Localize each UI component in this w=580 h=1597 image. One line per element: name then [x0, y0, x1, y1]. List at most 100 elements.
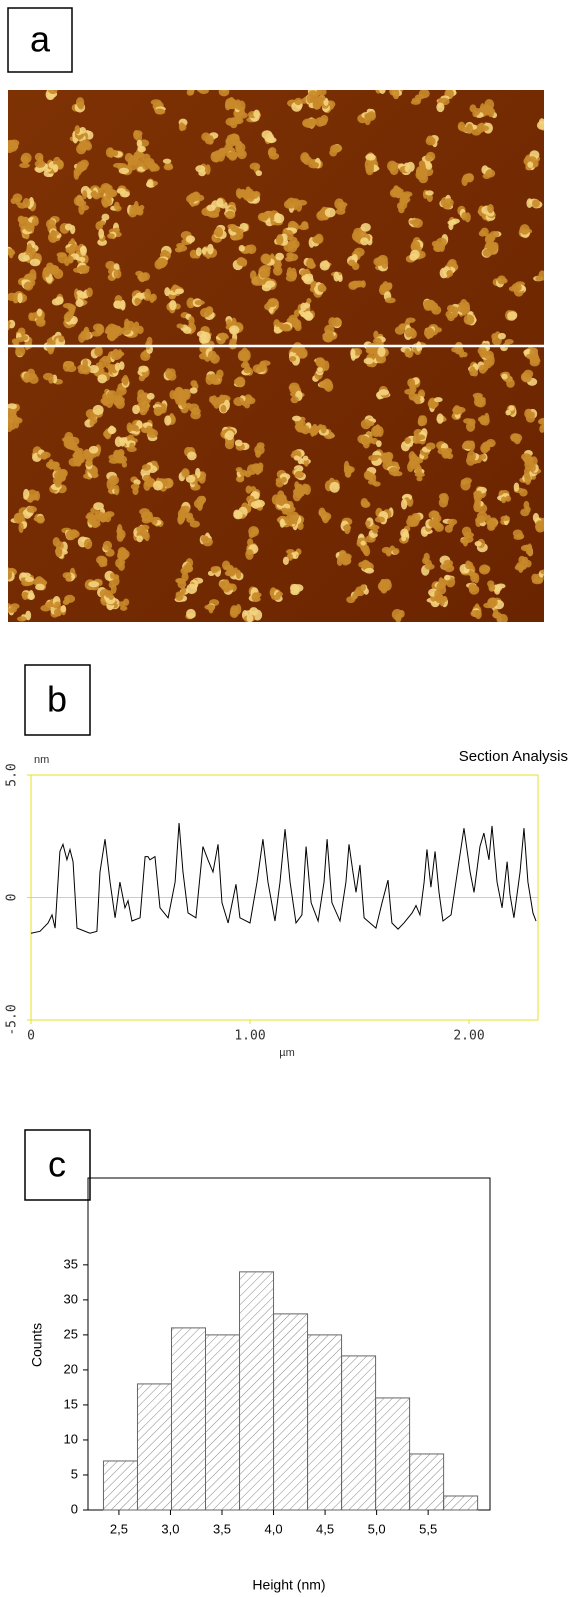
afm-grain: [368, 455, 379, 462]
afm-grain: [196, 90, 205, 92]
afm-grain: [212, 209, 220, 217]
afm-grain: [360, 280, 366, 288]
afm-grain: [434, 397, 443, 403]
afm-grain: [472, 392, 483, 399]
y-tick-label: 20: [64, 1361, 78, 1376]
afm-grain: [86, 512, 95, 520]
afm-grain: [530, 456, 538, 466]
afm-grain: [120, 190, 130, 198]
y-tick-label: 30: [64, 1291, 78, 1306]
afm-grain: [463, 314, 475, 325]
afm-grain: [472, 369, 479, 377]
afm-grain: [225, 430, 235, 441]
afm-grain: [23, 372, 33, 382]
afm-grain: [289, 514, 298, 525]
afm-grain: [384, 297, 396, 304]
afm-grain: [105, 325, 112, 334]
afm-grain: [80, 330, 87, 340]
afm-grain: [8, 320, 11, 326]
x-tick-label: 4,5: [316, 1521, 334, 1536]
afm-grain: [199, 84, 205, 90]
afm-grain: [248, 532, 255, 539]
afm-grain: [112, 574, 120, 580]
afm-grain: [154, 259, 164, 270]
afm-grain: [42, 372, 54, 381]
afm-grain: [324, 324, 335, 335]
afm-grain: [500, 515, 510, 521]
afm-grain: [368, 160, 375, 171]
afm-grain: [188, 316, 195, 326]
afm-grain: [167, 372, 177, 381]
afm-grain: [205, 306, 214, 315]
afm-grain: [237, 100, 246, 112]
afm-grain: [92, 192, 101, 200]
afm-grain: [257, 212, 269, 222]
afm-grain: [23, 254, 30, 261]
afm-grain: [121, 461, 128, 468]
afm-grain: [462, 442, 473, 449]
afm-grain: [11, 606, 17, 613]
afm-grain: [58, 335, 65, 343]
afm-grain: [539, 118, 544, 125]
afm-grain: [329, 144, 340, 153]
afm-grain: [150, 163, 159, 170]
afm-grain: [483, 362, 489, 371]
afm-grain: [487, 597, 496, 609]
afm-grain: [108, 454, 118, 461]
afm-grain: [133, 200, 139, 212]
afm-grain: [82, 190, 88, 200]
afm-grain: [199, 90, 205, 92]
afm-grain: [73, 170, 80, 180]
afm-grain: [194, 299, 205, 306]
afm-grain: [447, 313, 455, 322]
afm-grain: [527, 161, 534, 168]
afm-grain: [303, 484, 311, 496]
afm-grain: [89, 418, 95, 427]
afm-grain: [508, 285, 520, 292]
afm-grain: [454, 342, 463, 353]
afm-grain: [478, 230, 487, 237]
afm-grain: [174, 288, 184, 295]
afm-grain: [23, 281, 34, 291]
afm-grain: [62, 599, 70, 605]
bar: [443, 1495, 479, 1511]
afm-grain: [436, 102, 445, 113]
afm-grain: [544, 572, 554, 577]
afm-grain: [264, 303, 271, 310]
afm-grain: [262, 255, 271, 264]
afm-grain: [375, 256, 386, 266]
afm-grain: [442, 203, 452, 210]
afm-grain: [253, 109, 261, 118]
afm-grain: [482, 248, 493, 257]
afm-grain: [333, 271, 340, 282]
y-axis-label: nm: [34, 754, 49, 766]
afm-grain: [227, 99, 239, 110]
x-tick-label: 0: [27, 1029, 35, 1044]
afm-grain: [540, 569, 544, 575]
afm-grain: [97, 238, 108, 246]
afm-grain: [132, 486, 139, 496]
bar: [170, 1327, 207, 1511]
afm-grain: [221, 560, 231, 571]
afm-grain: [61, 436, 72, 443]
afm-grain: [75, 299, 84, 308]
afm-grain: [470, 571, 478, 583]
afm-grain: [322, 334, 332, 342]
afm-grain: [143, 480, 151, 491]
afm-grain: [101, 213, 110, 221]
y-tick-label: 10: [64, 1431, 78, 1446]
afm-grain: [71, 444, 79, 452]
afm-grain: [113, 269, 122, 279]
afm-grain: [423, 552, 430, 563]
afm-grain: [29, 269, 37, 280]
afm-grain: [78, 204, 85, 215]
afm-grain: [22, 158, 29, 165]
afm-grain: [21, 572, 31, 578]
afm-grain: [397, 188, 404, 195]
afm-grain: [519, 224, 530, 235]
afm-grain: [135, 298, 142, 304]
afm-grain: [114, 436, 123, 447]
x-tick-label: 5,0: [368, 1521, 386, 1536]
afm-grain: [179, 506, 187, 517]
afm-grain: [461, 305, 468, 316]
